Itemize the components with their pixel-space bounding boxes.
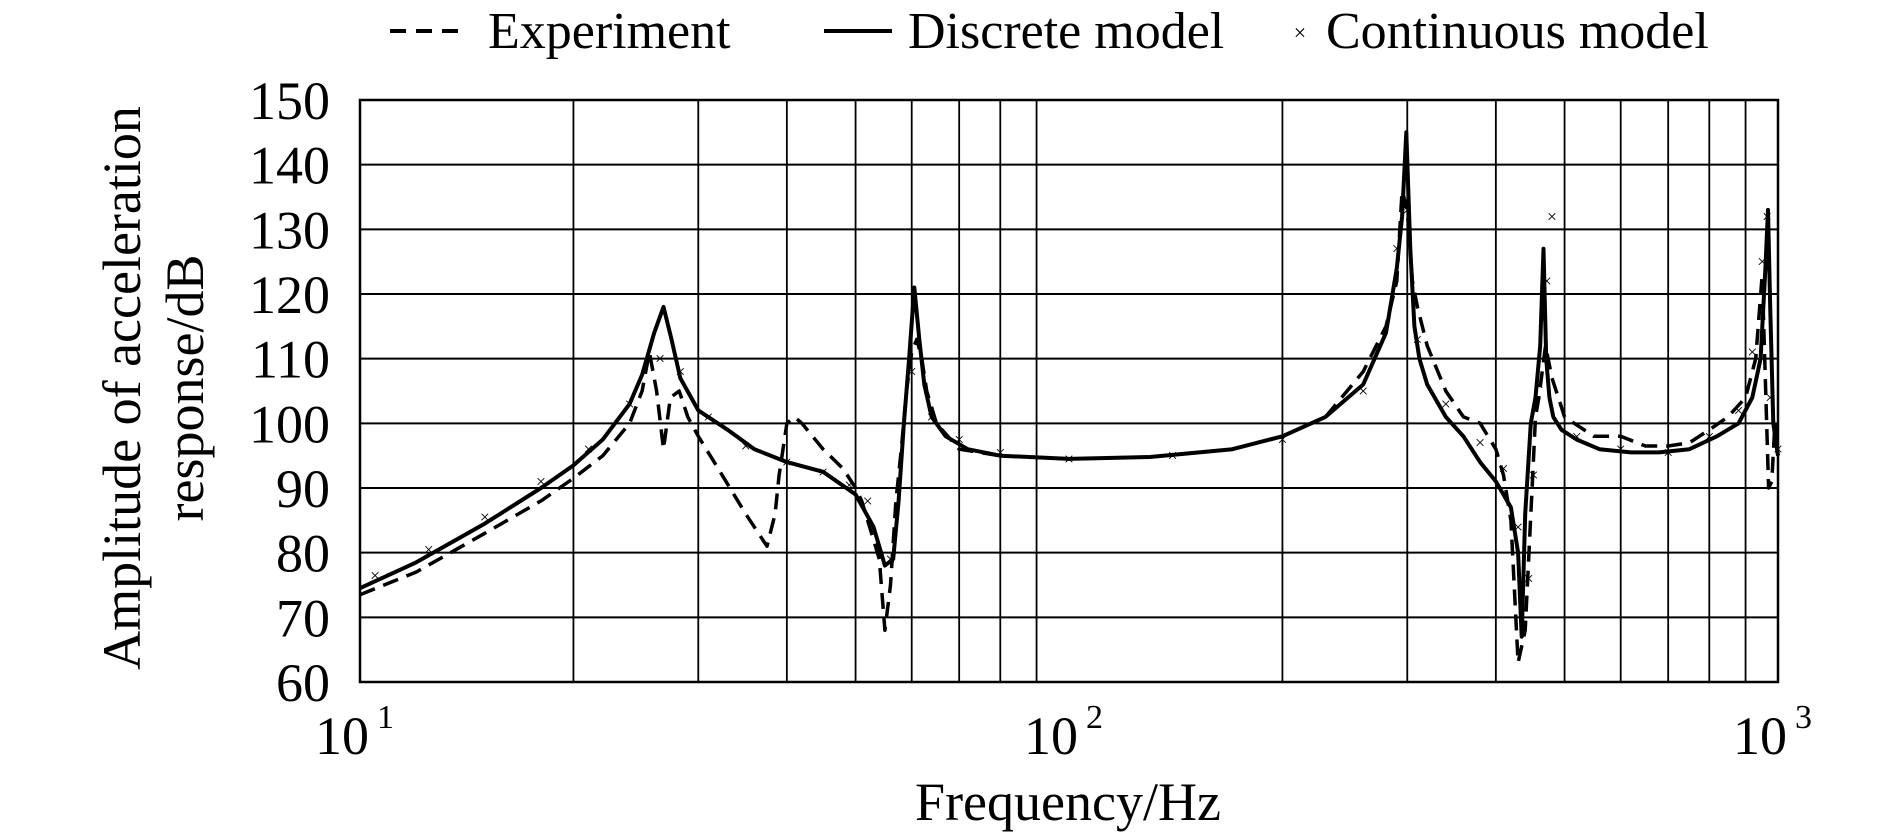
data-point-continuous-model: × — [424, 539, 434, 559]
data-point-continuous-model: × — [370, 565, 380, 585]
x-tick-label: 10 1 — [315, 699, 394, 766]
x-tick-exponent: 3 — [1795, 699, 1812, 736]
data-point-continuous-model: × — [1064, 449, 1074, 469]
legend-item-discrete-model: Discrete model — [824, 3, 1224, 60]
y-tick-label: 90 — [276, 459, 330, 519]
data-point-continuous-model: × — [1498, 459, 1508, 479]
x-tick-label: 10 2 — [1024, 699, 1103, 766]
y-axis-label: Amplitude of acceleration response/dB — [92, 106, 215, 670]
plot-frame — [358, 98, 1780, 684]
data-point-continuous-model: × — [1392, 239, 1402, 259]
data-point-continuous-model: × — [1475, 433, 1485, 453]
data-point-continuous-model: × — [703, 407, 713, 427]
data-point-continuous-model: × — [1168, 446, 1178, 466]
data-point-continuous-model: × — [1402, 200, 1412, 220]
x-axis-label: Frequency/Hz — [915, 772, 1221, 832]
line-discrete-model — [359, 130, 1780, 639]
data-point-continuous-model: × — [863, 491, 873, 511]
x-tick-labels: 10 1 10 2 10 3 — [315, 699, 1812, 766]
data-point-continuous-model: × — [782, 452, 792, 472]
x-tick-exponent: 2 — [1086, 699, 1103, 736]
data-point-continuous-model: × — [655, 349, 665, 369]
legend-label-discrete-model: Discrete model — [908, 3, 1224, 60]
data-point-continuous-model: × — [1757, 252, 1767, 272]
data-point-continuous-model: × — [624, 394, 634, 414]
data-point-continuous-model: × — [1542, 271, 1552, 291]
y-tick-label: 140 — [249, 136, 330, 196]
series-discrete-model — [359, 130, 1780, 639]
y-axis-label-line-1: Amplitude of acceleration — [92, 106, 152, 670]
y-tick-label: 120 — [249, 265, 330, 325]
legend-item-continuous-model: × Continuous model — [1294, 3, 1709, 60]
data-point-continuous-model: × — [1528, 465, 1538, 485]
x-tick-base: 10 — [1024, 706, 1078, 766]
data-point-continuous-model: × — [1663, 442, 1673, 462]
x-tick-base: 10 — [315, 706, 369, 766]
x-tick-base: 10 — [1733, 706, 1787, 766]
y-tick-label: 130 — [249, 200, 330, 260]
data-point-continuous-model: × — [536, 472, 546, 492]
data-point-continuous-model: × — [1441, 394, 1451, 414]
data-point-continuous-model: × — [480, 507, 490, 527]
data-point-continuous-model: × — [1513, 517, 1523, 537]
legend-label-experiment: Experiment — [488, 3, 731, 60]
data-point-continuous-model: × — [1277, 430, 1287, 450]
y-tick-label: 110 — [251, 330, 330, 390]
legend-marker-continuous-model: × — [1294, 20, 1306, 45]
data-point-continuous-model: × — [995, 442, 1005, 462]
legend-item-experiment: Experiment — [390, 3, 731, 60]
data-point-continuous-model: × — [741, 436, 751, 456]
data-point-continuous-model: × — [1747, 342, 1757, 362]
y-tick-label: 70 — [276, 588, 330, 648]
data-point-continuous-model: × — [1524, 569, 1534, 589]
data-point-continuous-model: × — [1704, 426, 1714, 446]
y-tick-label: 150 — [249, 71, 330, 131]
x-tick-label: 10 3 — [1733, 699, 1812, 766]
series-continuous-model: ××××××××××× ×××××××× × ×××××××××××××××××× ××… — [370, 200, 1783, 589]
y-tick-label: 100 — [249, 394, 330, 454]
data-point-continuous-model: × — [907, 362, 917, 382]
data-point-continuous-model: × — [1547, 206, 1557, 226]
data-point-continuous-model: × — [1572, 426, 1582, 446]
data-point-continuous-model: × — [1534, 375, 1544, 395]
data-point-continuous-model: × — [1538, 310, 1548, 330]
data-point-continuous-model: × — [675, 362, 685, 382]
y-tick-label: 60 — [276, 653, 330, 713]
legend-label-continuous-model: Continuous model — [1326, 3, 1709, 60]
grid — [360, 99, 1778, 683]
x-tick-exponent: 1 — [377, 699, 394, 736]
data-point-continuous-model: × — [927, 407, 937, 427]
data-point-continuous-model: × — [954, 430, 964, 450]
data-point-continuous-model: × — [818, 462, 828, 482]
legend: Experiment Discrete model × Continuous m… — [390, 3, 1709, 60]
data-point-continuous-model: × — [1358, 381, 1368, 401]
data-point-continuous-model: × — [844, 475, 854, 495]
data-point-continuous-model: × — [1762, 206, 1772, 226]
y-axis-label-line-2: response/dB — [155, 255, 215, 522]
data-point-continuous-model: × — [1734, 400, 1744, 420]
data-point-continuous-model: × — [583, 439, 593, 459]
data-point-continuous-model: × — [885, 549, 895, 569]
y-tick-label: 80 — [276, 524, 330, 584]
data-point-continuous-model: × — [1765, 387, 1775, 407]
data-point-continuous-model: × — [1412, 329, 1422, 349]
data-point-continuous-model: × — [1616, 439, 1626, 459]
